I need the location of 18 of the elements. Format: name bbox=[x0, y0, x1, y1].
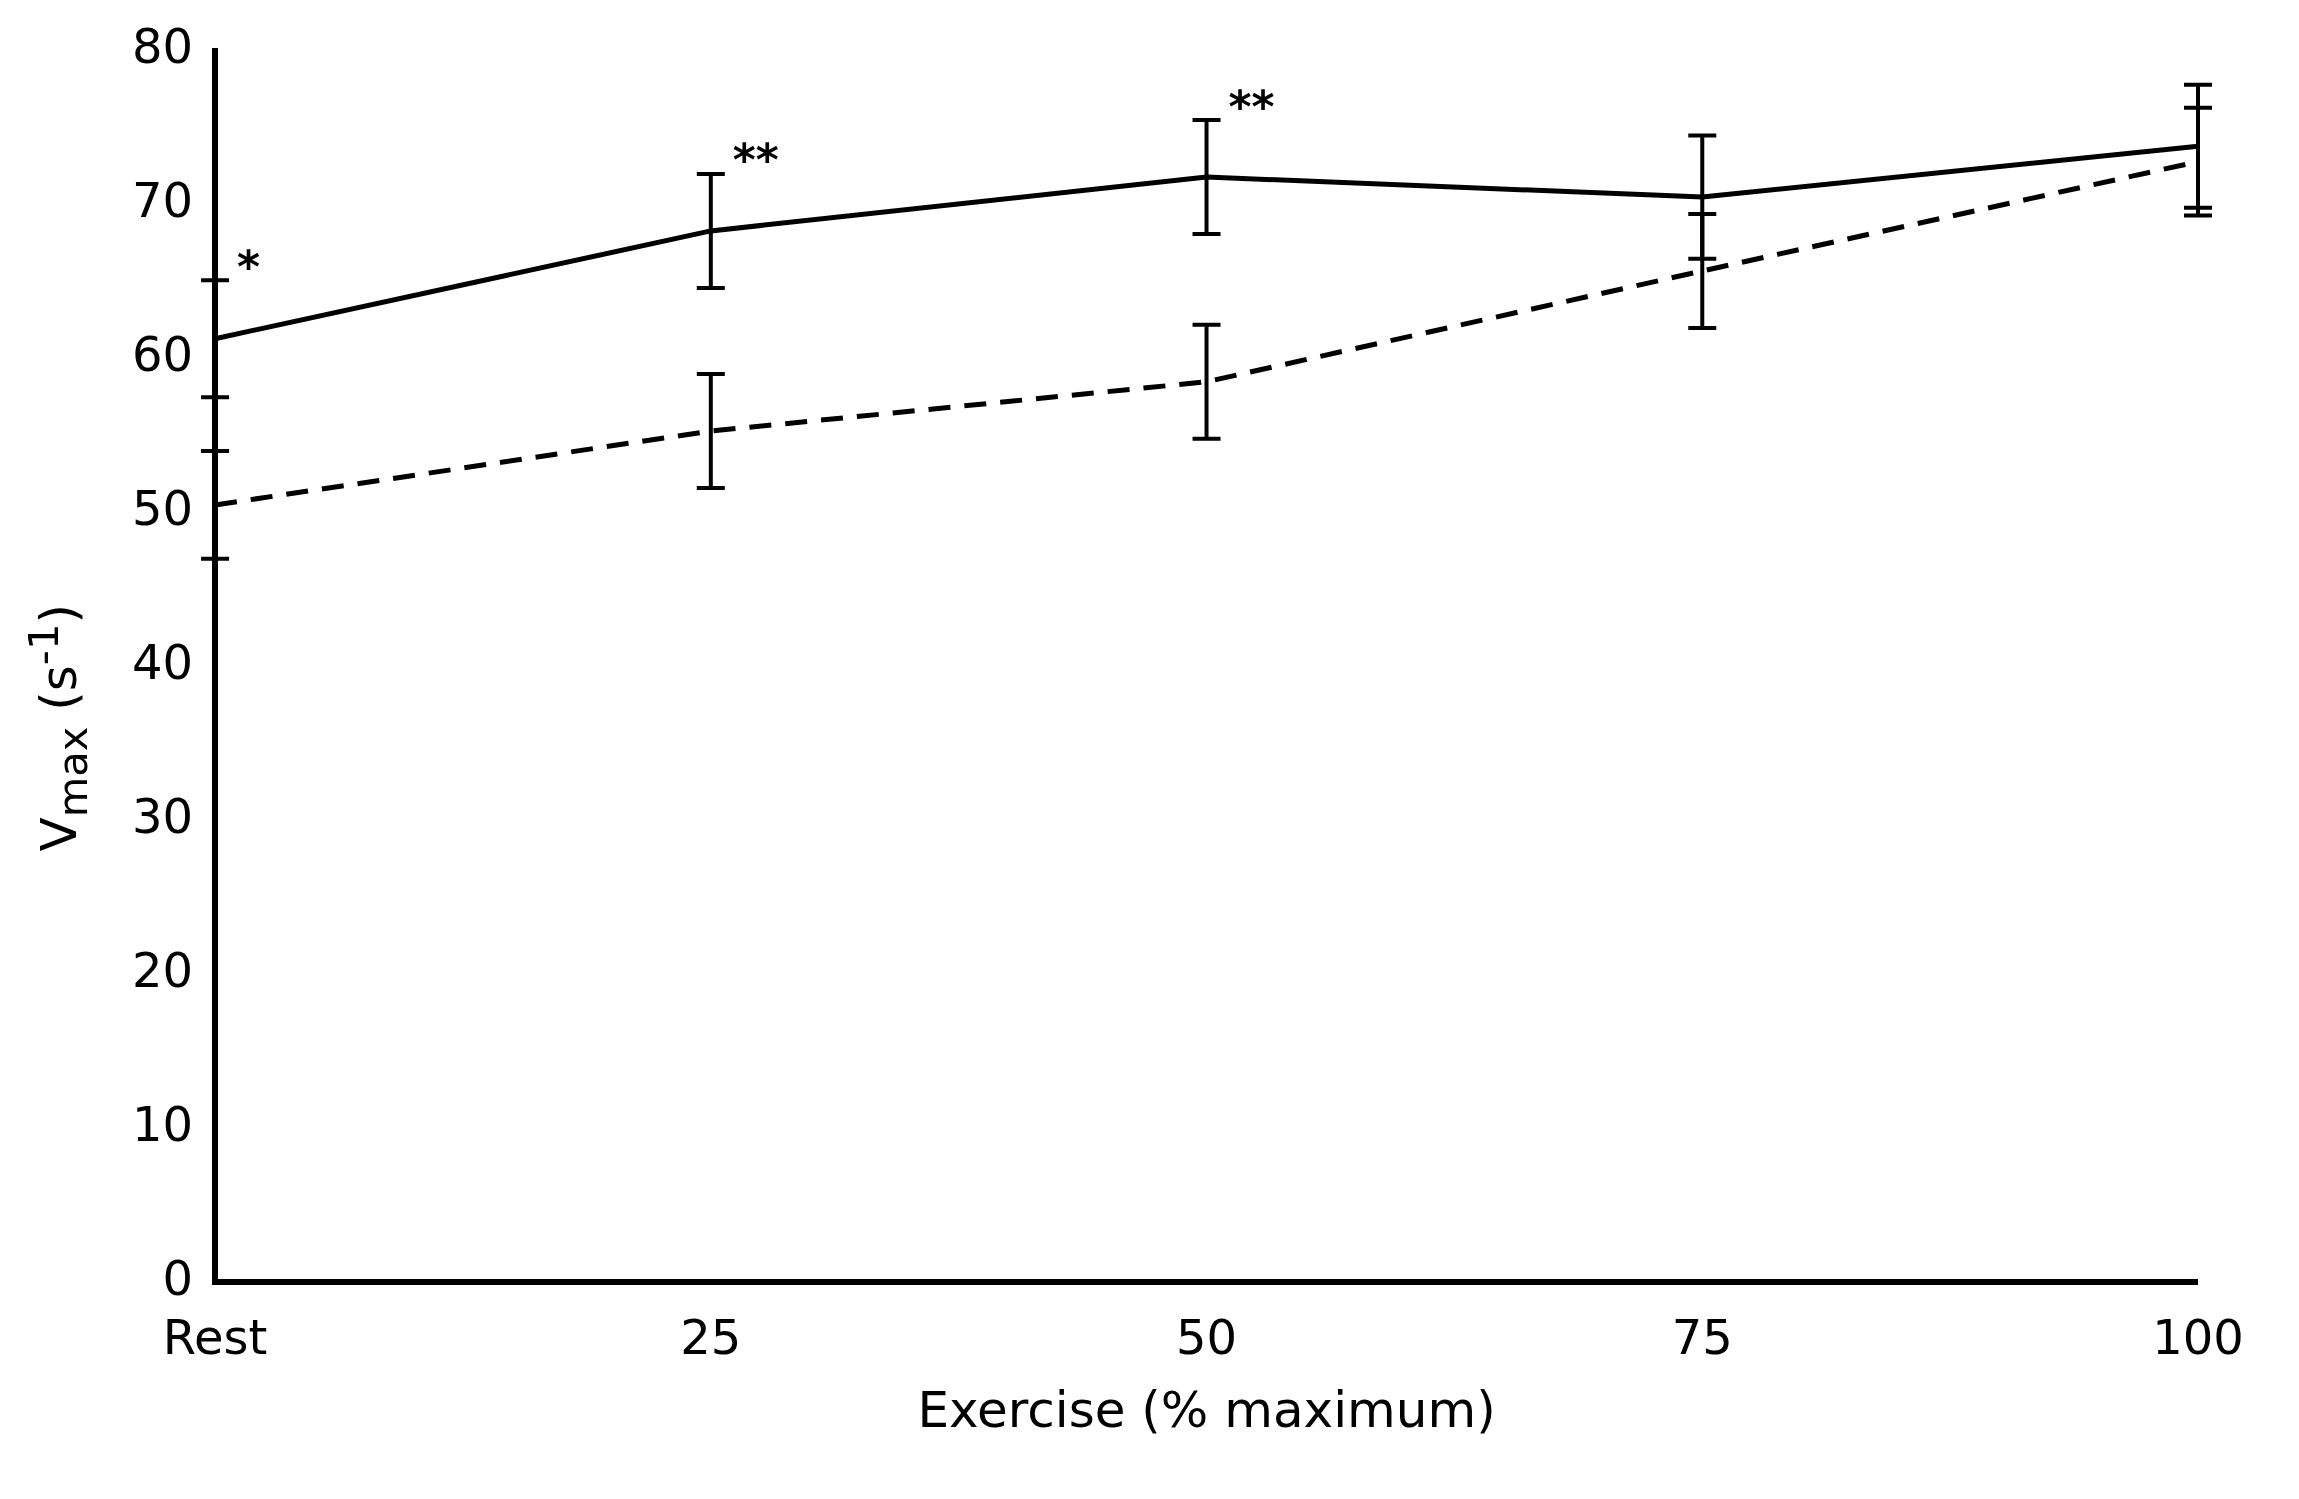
annotation: ** bbox=[1228, 80, 1275, 132]
y-tick-label: 70 bbox=[132, 172, 194, 229]
x-axis-title: Exercise (% maximum) bbox=[917, 1380, 1496, 1439]
x-tick-label: 100 bbox=[2152, 1308, 2244, 1365]
y-tick-label: 50 bbox=[132, 480, 194, 537]
x-tick-label: 25 bbox=[680, 1308, 742, 1365]
y-tick-label: 30 bbox=[132, 788, 194, 845]
y-tick-label: 20 bbox=[132, 941, 194, 998]
y-tick-label: 60 bbox=[132, 326, 194, 383]
annotation: ** bbox=[732, 134, 779, 186]
y-tick-label: 80 bbox=[132, 18, 194, 75]
x-tick-label: 75 bbox=[1671, 1308, 1733, 1365]
y-tick-label: 40 bbox=[132, 634, 194, 691]
y-tick-label: 0 bbox=[162, 1249, 194, 1306]
x-tick-label: 50 bbox=[1176, 1308, 1238, 1365]
y-tick-label: 10 bbox=[132, 1095, 194, 1152]
x-tick-label: Rest bbox=[162, 1308, 268, 1365]
annotation: * bbox=[237, 240, 261, 292]
